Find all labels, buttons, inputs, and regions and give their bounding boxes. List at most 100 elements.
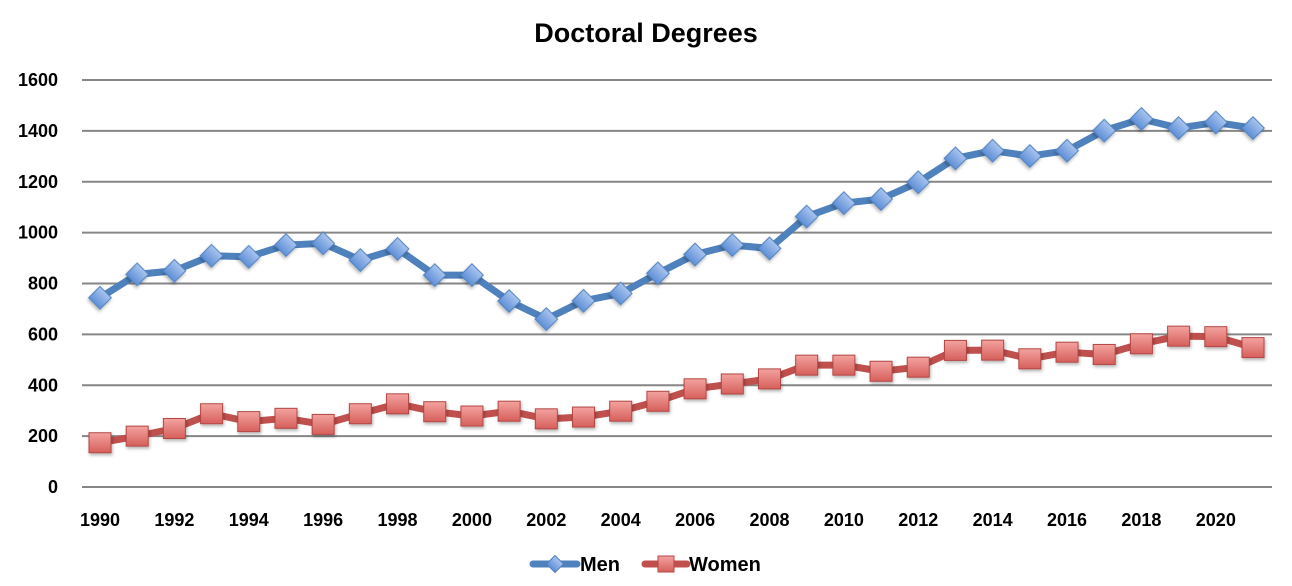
data-point-square-icon [274,407,298,429]
x-tick-label: 1994 [229,510,269,530]
data-point-square-icon [1167,325,1191,347]
data-point-diamond-icon [1240,116,1266,141]
data-point-diamond-icon [534,307,559,332]
data-point-square-icon [1241,337,1265,359]
x-tick-label: 2016 [1047,510,1087,530]
data-point-square-icon [943,339,967,361]
x-tick-label: 2018 [1121,510,1161,530]
data-point-square-icon [1018,348,1042,370]
data-point-square-icon [386,393,410,415]
data-point-diamond-icon [869,187,894,212]
data-point-diamond-icon [1055,138,1080,163]
data-point-diamond-icon [199,243,224,268]
x-axis-tick-labels: 1990 1992 1994 1996 1998 2000 2002 2004 2006 2008… [80,510,1236,530]
data-point-square-icon [572,406,596,428]
legend-item-women: Women [641,554,761,576]
data-point-square-icon [1055,341,1079,363]
data-point-diamond-icon [1017,144,1042,169]
data-point-diamond-icon [720,233,745,258]
data-point-diamond-icon [1129,106,1154,131]
y-tick-label: 1600 [18,70,58,90]
data-point-square-icon [200,403,224,425]
y-tick-label: 1000 [18,223,58,243]
data-point-diamond-icon [571,288,596,313]
data-point-square-icon [460,405,484,427]
series-women [88,325,1265,454]
legend-men-label: Men [580,554,620,576]
x-tick-label: 2010 [824,510,864,530]
series-line [98,115,1254,323]
data-point-square-icon [348,403,372,425]
data-point-square-icon [88,432,112,454]
y-tick-label: 1200 [18,172,58,192]
data-point-diamond-icon [980,138,1005,163]
data-point-diamond-icon [459,263,484,288]
chart-title: Doctoral Degrees [534,18,758,48]
data-point-diamond-icon [608,281,633,306]
data-point-square-icon [795,354,819,376]
x-tick-label: 1996 [303,510,343,530]
legend-item-men: Men [529,554,620,576]
data-point-square-icon [534,408,558,430]
data-point-square-icon [683,378,707,400]
data-point-diamond-icon [943,146,968,171]
x-tick-label: 2000 [452,510,492,530]
data-point-square-icon [609,400,633,422]
x-tick-label: 2012 [898,510,938,530]
y-tick-label: 800 [28,274,58,294]
series-line [99,332,1254,447]
data-point-diamond-icon [162,258,187,283]
data-point-square-icon [981,339,1005,361]
y-tick-label: 200 [28,426,58,446]
x-tick-label: 2004 [601,510,641,530]
data-point-square-icon [646,390,670,412]
data-point-diamond-icon [273,233,298,258]
data-point-diamond-icon [645,261,670,286]
y-tick-label: 600 [28,324,58,344]
data-point-diamond-icon [1092,118,1117,143]
data-point-diamond-icon [757,236,782,261]
data-point-square-icon [1092,343,1116,365]
x-tick-label: 1998 [378,510,418,530]
data-point-square-icon [757,368,781,390]
plot-series [87,106,1266,454]
data-point-square-icon [1204,326,1228,348]
legend-women-square-icon [657,555,675,573]
data-point-diamond-icon [794,204,819,229]
data-point-diamond-icon [236,244,261,269]
series-men [87,106,1266,332]
y-tick-label: 1400 [18,121,58,141]
x-tick-label: 1992 [154,510,194,530]
data-point-square-icon [162,417,186,439]
y-tick-label: 400 [28,375,58,395]
data-point-diamond-icon [1166,116,1191,141]
x-tick-label: 1990 [80,510,120,530]
data-point-square-icon [906,356,930,378]
data-point-diamond-icon [497,289,522,314]
x-tick-label: 2008 [749,510,789,530]
legend-men-diamond-icon [545,554,565,574]
data-point-diamond-icon [1203,110,1228,135]
y-axis-tick-labels: 0 200 400 600 800 1000 1200 1400 1600 [18,70,58,497]
y-tick-label: 0 [48,477,58,497]
data-point-square-icon [237,411,261,433]
data-point-square-icon [832,354,856,376]
data-point-square-icon [125,425,149,447]
data-point-diamond-icon [311,231,336,256]
data-point-square-icon [497,400,521,422]
data-point-diamond-icon [422,263,447,288]
x-tick-label: 2020 [1196,510,1236,530]
data-point-diamond-icon [385,236,410,261]
data-point-square-icon [1129,333,1153,355]
data-point-diamond-icon [125,262,150,287]
data-point-square-icon [720,373,744,395]
legend-women-label: Women [689,554,761,576]
data-point-diamond-icon [87,285,113,310]
gridlines [82,79,1272,488]
data-point-diamond-icon [906,170,931,195]
x-tick-label: 2014 [973,510,1013,530]
x-tick-label: 2006 [675,510,715,530]
data-point-square-icon [869,360,893,382]
data-point-square-icon [423,401,447,423]
